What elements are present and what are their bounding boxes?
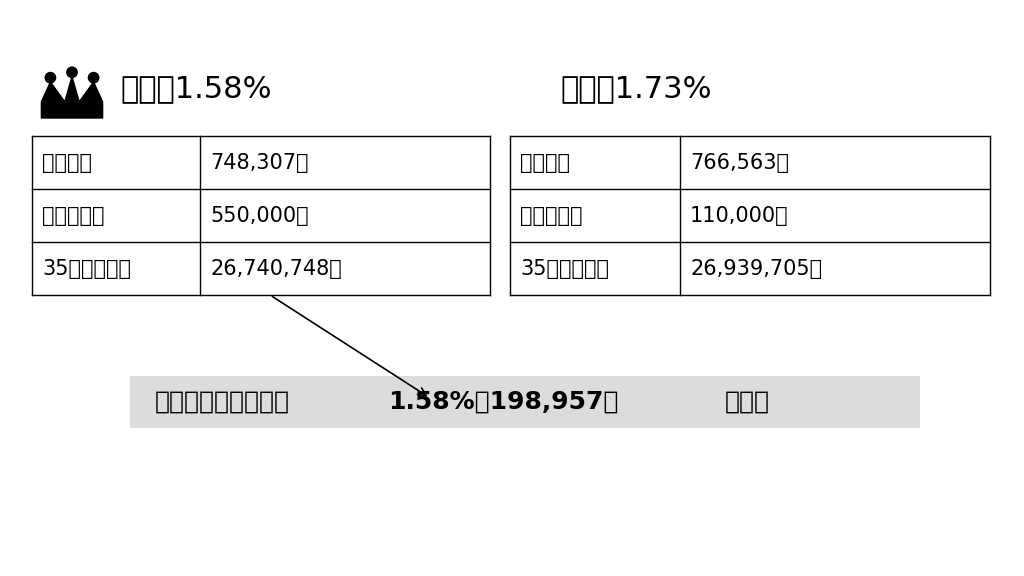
Text: 事務手数料: 事務手数料 [42, 206, 104, 226]
Text: 550,000円: 550,000円 [210, 206, 308, 226]
Bar [130, 376, 920, 428]
Text: お得！: お得！ [725, 390, 770, 414]
Text: 年間返済: 年間返済 [42, 153, 92, 173]
Text: 766,563円: 766,563円 [690, 153, 790, 173]
Text: 26,939,705円: 26,939,705円 [690, 259, 822, 279]
Text: ソニー1.73%: ソニー1.73% [560, 74, 712, 104]
Circle shape [88, 73, 98, 83]
Polygon shape [41, 77, 102, 118]
Text: 26,740,748円: 26,740,748円 [210, 259, 342, 279]
Circle shape [45, 73, 55, 83]
Text: ソニー1.58%: ソニー1.58% [120, 74, 271, 104]
Text: 748,307円: 748,307円 [210, 153, 308, 173]
Text: 事務手数料: 事務手数料 [520, 206, 583, 226]
Text: 総額の支払い的には: 総額の支払い的には [155, 390, 290, 414]
Text: 年間返済: 年間返済 [520, 153, 570, 173]
Text: 35年の総支払: 35年の総支払 [520, 259, 609, 279]
Circle shape [67, 67, 77, 77]
Text: 110,000円: 110,000円 [690, 206, 788, 226]
Text: 1.58%が198,957円: 1.58%が198,957円 [388, 390, 618, 414]
Text: 35年の総支払: 35年の総支払 [42, 259, 131, 279]
